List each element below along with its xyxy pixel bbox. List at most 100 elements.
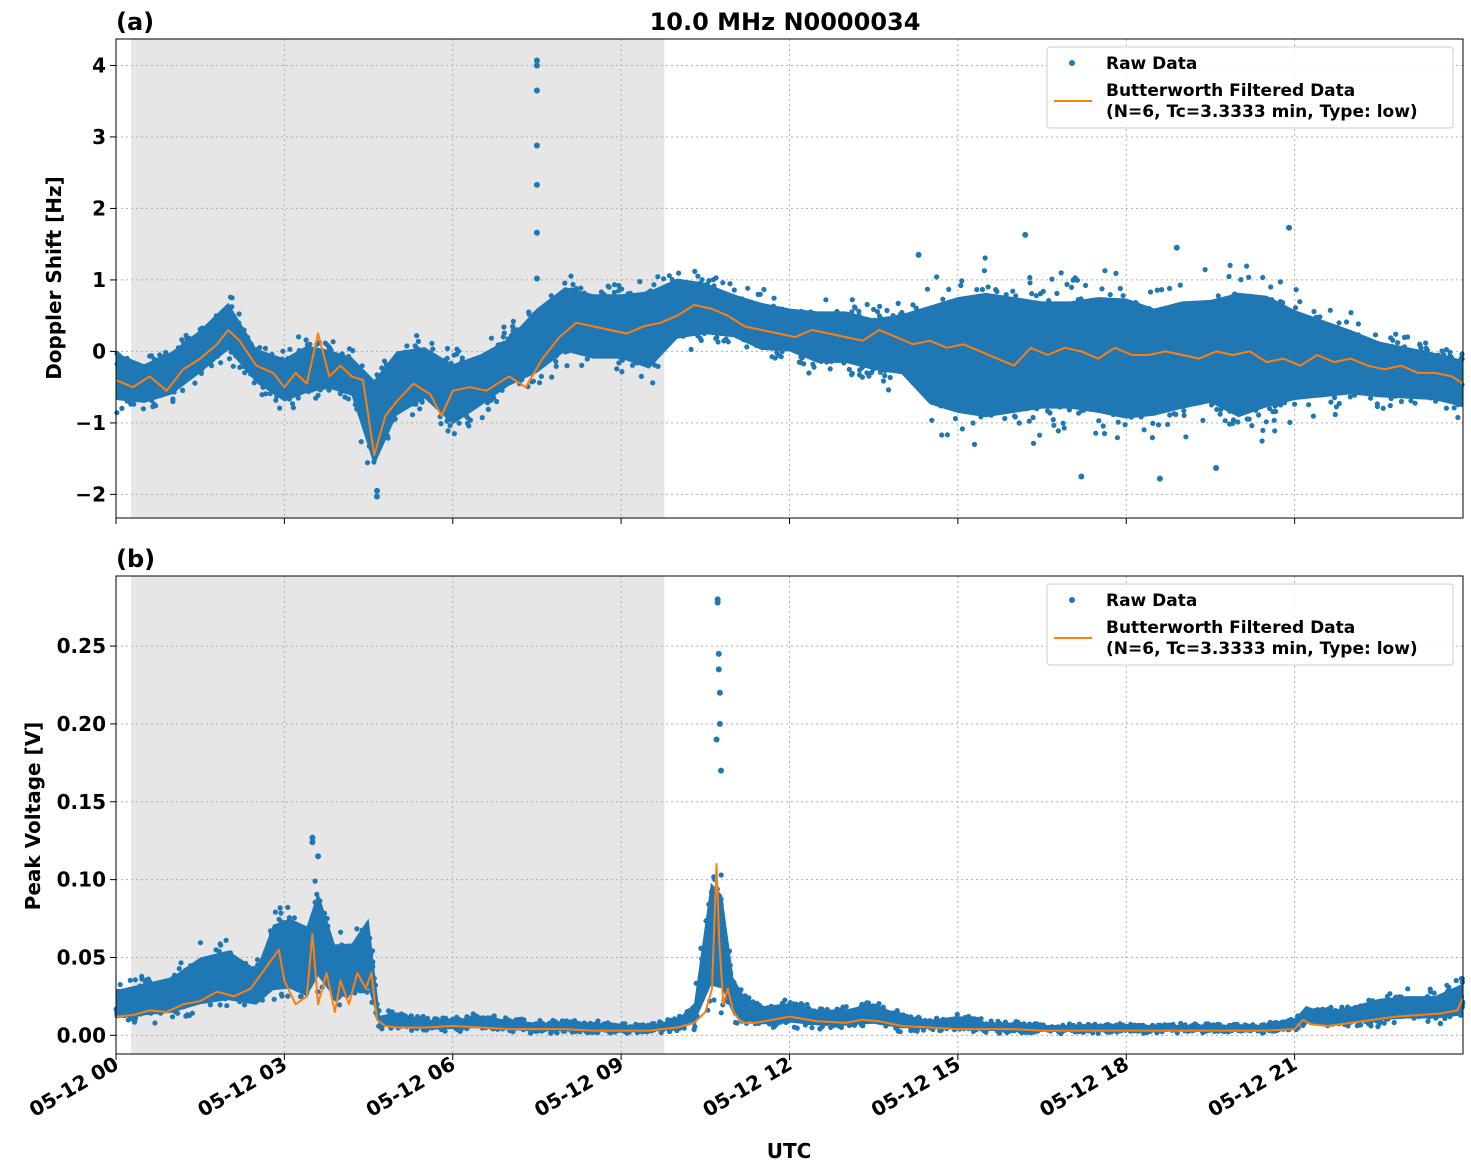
- raw-data-point: [1147, 289, 1154, 295]
- raw-data-point: [285, 993, 291, 999]
- raw-data-point: [1336, 400, 1342, 407]
- raw-data-point: [611, 289, 618, 295]
- panel-label: (b): [116, 545, 155, 573]
- raw-data-point: [713, 335, 719, 342]
- raw-data-point: [1292, 305, 1299, 311]
- raw-data-point: [1390, 337, 1396, 343]
- raw-data-point: [290, 405, 296, 411]
- raw-data-point: [866, 373, 872, 379]
- raw-data-point: [810, 361, 816, 367]
- raw-data-point: [1061, 425, 1067, 431]
- raw-data-point: [1167, 285, 1173, 291]
- raw-data-point: [732, 1019, 739, 1026]
- raw-data-point: [877, 303, 883, 309]
- raw-data-point: [1355, 321, 1361, 327]
- raw-data-point: [1451, 405, 1457, 411]
- raw-data-point: [170, 398, 176, 405]
- raw-data-point: [1423, 340, 1429, 346]
- raw-data-point: [1398, 398, 1404, 405]
- raw-data-point: [755, 291, 761, 297]
- raw-data-point: [147, 353, 153, 359]
- raw-data-point: [1374, 401, 1380, 407]
- y-tick-label: 3: [92, 125, 106, 149]
- raw-data-point: [1120, 293, 1126, 299]
- raw-data-point: [447, 423, 453, 429]
- raw-data-point: [229, 295, 235, 301]
- raw-data-point: [864, 301, 870, 308]
- raw-data-point: [1268, 284, 1274, 290]
- raw-data-point: [1287, 419, 1293, 425]
- raw-data-point: [1455, 414, 1461, 421]
- raw-data-point: [598, 289, 605, 295]
- raw-data-point: [744, 344, 750, 350]
- raw-data-point: [152, 1020, 158, 1026]
- raw-data-point: [578, 285, 584, 291]
- filtered-line: [115, 304, 1464, 457]
- raw-data-point: [695, 273, 701, 279]
- raw-data-point: [140, 406, 146, 412]
- raw-data-point: [699, 277, 705, 283]
- raw-data-point: [1045, 408, 1051, 414]
- raw-data-point: [1113, 270, 1119, 276]
- legend-filtered-label-line1: Butterworth Filtered Data: [1106, 81, 1355, 101]
- raw-data-point: [536, 380, 543, 386]
- raw-data-point: [1311, 308, 1317, 315]
- panel-b-voltage: (b) Peak Voltage [V] 0.000.050.100.150.2…: [21, 545, 1466, 1060]
- raw-data-point: [415, 338, 421, 344]
- raw-data-point: [296, 334, 302, 340]
- raw-data-point: [1115, 419, 1121, 425]
- raw-data-point: [827, 366, 833, 372]
- raw-data-point: [129, 1016, 135, 1022]
- raw-data-point: [241, 1002, 248, 1008]
- raw-data-point: [1102, 268, 1108, 274]
- raw-data-point: [273, 397, 279, 403]
- raw-data-outlier: [373, 487, 380, 494]
- raw-data-point: [1246, 274, 1252, 280]
- raw-data-point: [279, 993, 285, 999]
- raw-data-point: [1064, 281, 1070, 287]
- raw-data-point: [1002, 415, 1008, 422]
- raw-data-point: [230, 363, 236, 369]
- raw-data-point: [1155, 422, 1162, 428]
- raw-data-outlier: [1156, 475, 1163, 482]
- raw-data-point: [404, 343, 410, 349]
- raw-data-point: [503, 1015, 509, 1021]
- raw-data-point: [745, 285, 751, 291]
- raw-data-point: [207, 1002, 213, 1008]
- raw-data-point: [262, 345, 268, 351]
- raw-data-point: [1327, 307, 1333, 313]
- raw-data-point: [1093, 430, 1099, 436]
- raw-data-point: [1217, 411, 1223, 417]
- raw-data-point: [278, 910, 284, 916]
- raw-data-point: [852, 305, 858, 311]
- raw-data-point: [1412, 400, 1418, 406]
- raw-data-point: [993, 287, 999, 293]
- raw-data-point: [501, 330, 507, 336]
- raw-data-point: [1447, 349, 1453, 355]
- raw-data-point: [952, 415, 959, 422]
- raw-data-point: [297, 993, 304, 1000]
- raw-data-point: [570, 281, 576, 288]
- raw-data-point: [616, 288, 622, 294]
- raw-data-point: [1391, 1020, 1397, 1026]
- raw-data-point: [303, 337, 309, 343]
- raw-data-point: [1332, 411, 1338, 418]
- raw-data-point: [1114, 435, 1120, 441]
- raw-data-point: [711, 997, 717, 1003]
- raw-data-point: [456, 348, 462, 354]
- raw-data-point: [1372, 332, 1379, 338]
- raw-data-point: [132, 1019, 138, 1025]
- raw-data-point: [538, 373, 545, 379]
- raw-data-point: [616, 360, 622, 366]
- raw-data-point: [223, 937, 229, 943]
- raw-data-point: [817, 1026, 823, 1032]
- raw-data-point: [313, 395, 319, 401]
- raw-data-point: [804, 1001, 810, 1008]
- raw-data-point: [1443, 347, 1449, 353]
- y-tick-label: −2: [75, 482, 106, 506]
- raw-data-point: [420, 1013, 426, 1020]
- raw-data-point: [619, 369, 625, 375]
- raw-data-point: [939, 432, 945, 438]
- raw-data-point: [934, 274, 940, 280]
